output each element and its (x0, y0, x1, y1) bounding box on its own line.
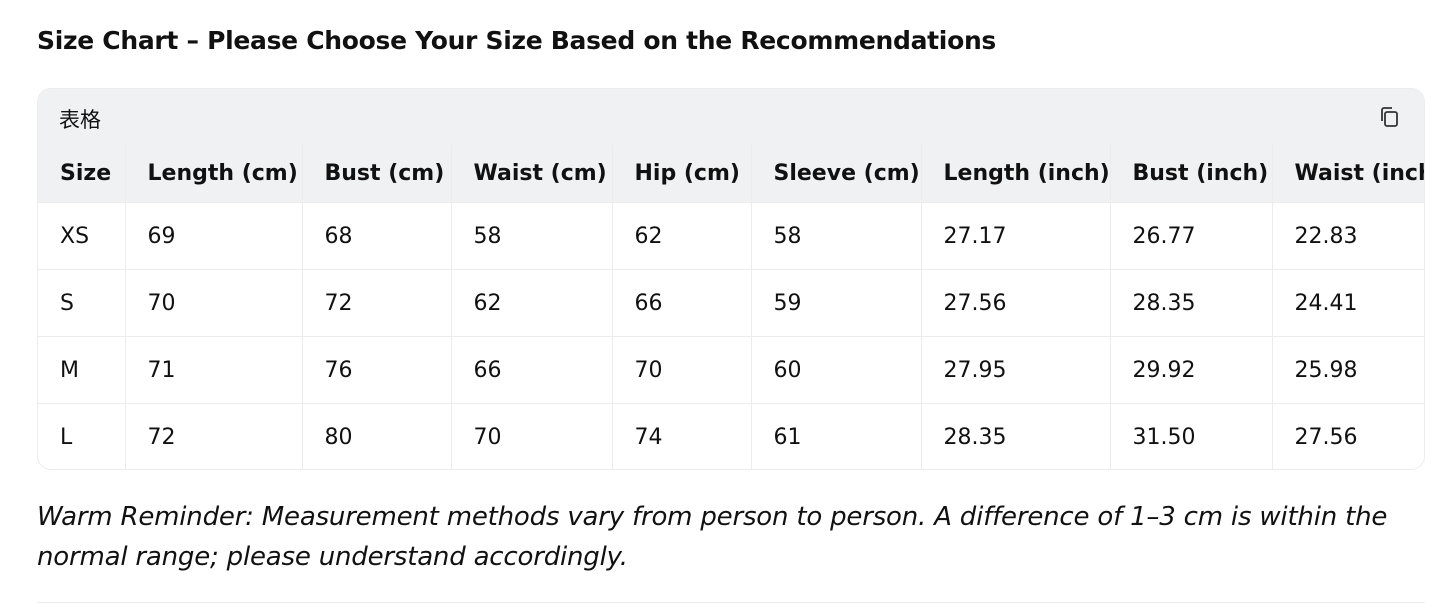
column-header: Bust (cm) (302, 145, 452, 203)
table-cell: 24.41 (1272, 269, 1424, 337)
copy-button[interactable] (1378, 105, 1402, 129)
table-cell: 62 (612, 202, 752, 270)
table-row: XS 69 68 58 62 58 27.17 26.77 22.83 (38, 202, 1424, 270)
table-cell: 27.17 (921, 202, 1111, 270)
table-cell: 28.35 (1110, 269, 1273, 337)
table-cell: 29.92 (1110, 336, 1273, 404)
table-cell: 62 (451, 269, 613, 337)
table-cell: L (38, 403, 126, 469)
table-cell: XS (38, 202, 126, 270)
table-toolbar: 表格 (38, 89, 1424, 145)
table-cell: 71 (125, 336, 303, 404)
column-header: Length (inch) (921, 145, 1111, 203)
table-cell: 25.98 (1272, 336, 1424, 404)
table-cell: 58 (751, 202, 922, 270)
column-header: Sleeve (cm) (751, 145, 922, 203)
table-cell: 27.95 (921, 336, 1111, 404)
divider (37, 602, 1425, 603)
column-header: Bust (inch) (1110, 145, 1273, 203)
page-title: Size Chart – Please Choose Your Size Bas… (37, 26, 997, 55)
table-cell: 31.50 (1110, 403, 1273, 469)
table-cell: 27.56 (921, 269, 1111, 337)
table-cell: 22.83 (1272, 202, 1424, 270)
column-header: Hip (cm) (612, 145, 752, 203)
table-scroll: Size Length (cm) Bust (cm) Waist (cm) Hip (c… (38, 145, 1424, 469)
column-header: Waist (cm) (451, 145, 613, 203)
table-cell: 70 (125, 269, 303, 337)
table-card: 表格 Size Length (cm) Bust (cm) Waist (cm) Hip… (37, 88, 1425, 470)
table-cell: M (38, 336, 126, 404)
table-cell: 27.56 (1272, 403, 1424, 469)
table-cell: 61 (751, 403, 922, 469)
table-cell: 28.35 (921, 403, 1111, 469)
table-cell: 70 (612, 336, 752, 404)
reminder-note: Warm Reminder: Measurement methods vary … (37, 502, 1388, 572)
table-cell: 74 (612, 403, 752, 469)
table-cell: 66 (612, 269, 752, 337)
table-row: M 71 76 66 70 60 27.95 29.92 25.98 (38, 336, 1424, 404)
table-row: L 72 80 70 74 61 28.35 31.50 27.56 (38, 403, 1424, 469)
table-cell: 80 (302, 403, 452, 469)
table-cell: 59 (751, 269, 922, 337)
table-cell: 58 (451, 202, 613, 270)
column-header: Length (cm) (125, 145, 303, 203)
header-row: Size Length (cm) Bust (cm) Waist (cm) Hip (c… (38, 145, 1424, 203)
table-row: S 70 72 62 66 59 27.56 28.35 24.41 (38, 269, 1424, 337)
table-cell: 70 (451, 403, 613, 469)
table-cell: 26.77 (1110, 202, 1273, 270)
table-cell: 60 (751, 336, 922, 404)
table-label: 表格 (59, 108, 101, 132)
table-cell: 66 (451, 336, 613, 404)
table-cell: 69 (125, 202, 303, 270)
table-cell: S (38, 269, 126, 337)
column-header: Size (38, 145, 126, 203)
table-cell: 68 (302, 202, 452, 270)
table-cell: 72 (302, 269, 452, 337)
column-header: Waist (inch) (1272, 145, 1424, 203)
size-table: Size Length (cm) Bust (cm) Waist (cm) Hip (c… (38, 145, 1424, 469)
table-cell: 76 (302, 336, 452, 404)
table-cell: 72 (125, 403, 303, 469)
